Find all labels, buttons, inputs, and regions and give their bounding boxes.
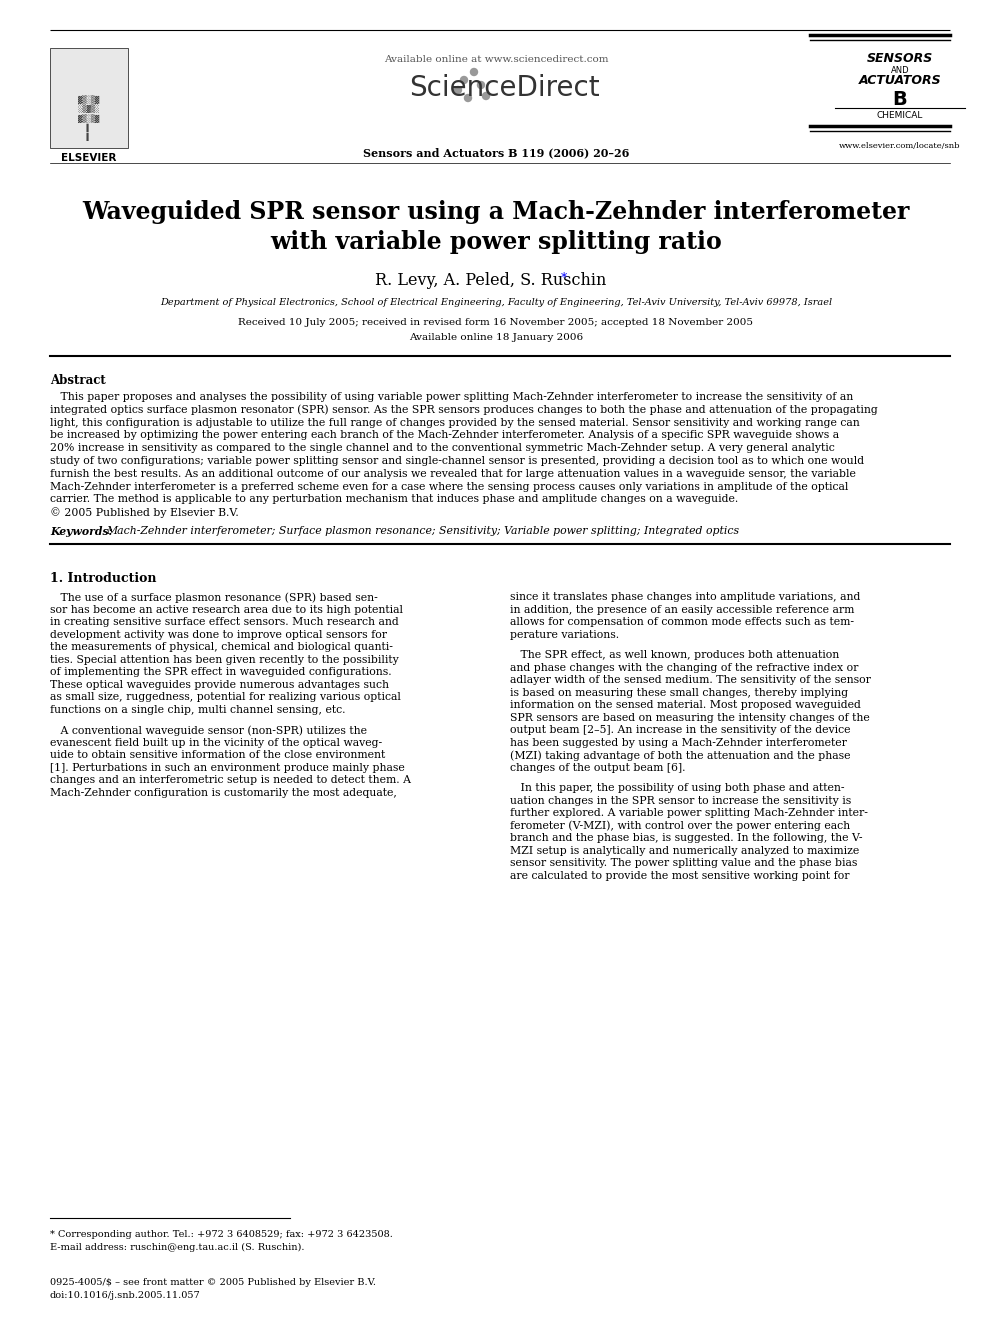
Text: These optical waveguides provide numerous advantages such: These optical waveguides provide numerou…	[50, 680, 389, 689]
Text: Mach-Zehnder configuration is customarily the most adequate,: Mach-Zehnder configuration is customaril…	[50, 787, 397, 798]
Text: © 2005 Published by Elsevier B.V.: © 2005 Published by Elsevier B.V.	[50, 507, 239, 519]
Text: integrated optics surface plasmon resonator (SPR) sensor. As the SPR sensors pro: integrated optics surface plasmon resona…	[50, 405, 878, 415]
Text: Department of Physical Electronics, School of Electrical Engineering, Faculty of: Department of Physical Electronics, Scho…	[160, 298, 832, 307]
Text: Abstract: Abstract	[50, 374, 106, 388]
Circle shape	[464, 94, 471, 102]
Text: 20% increase in sensitivity as compared to the single channel and to the convent: 20% increase in sensitivity as compared …	[50, 443, 834, 454]
Text: with variable power splitting ratio: with variable power splitting ratio	[270, 230, 722, 254]
Circle shape	[477, 82, 484, 89]
Text: Keywords:: Keywords:	[50, 527, 113, 537]
Text: further explored. A variable power splitting Mach-Zehnder inter-: further explored. A variable power split…	[510, 808, 868, 818]
Text: AND: AND	[891, 66, 910, 75]
Text: since it translates phase changes into amplitude variations, and: since it translates phase changes into a…	[510, 591, 860, 602]
Text: has been suggested by using a Mach-Zehnder interferometer: has been suggested by using a Mach-Zehnd…	[510, 737, 847, 747]
Text: in addition, the presence of an easily accessible reference arm: in addition, the presence of an easily a…	[510, 605, 854, 614]
Text: In this paper, the possibility of using both phase and atten-: In this paper, the possibility of using …	[510, 783, 844, 792]
Text: www.elsevier.com/locate/snb: www.elsevier.com/locate/snb	[839, 142, 960, 149]
Text: branch and the phase bias, is suggested. In the following, the V-: branch and the phase bias, is suggested.…	[510, 833, 862, 843]
Text: *: *	[560, 273, 567, 284]
Text: and phase changes with the changing of the refractive index or: and phase changes with the changing of t…	[510, 663, 858, 672]
Text: Mach-Zehnder interferometer is a preferred scheme even for a case where the sens: Mach-Zehnder interferometer is a preferr…	[50, 482, 848, 492]
Text: [1]. Perturbations in such an environment produce mainly phase: [1]. Perturbations in such an environmen…	[50, 762, 405, 773]
Text: light, this configuration is adjustable to utilize the full range of changes pro: light, this configuration is adjustable …	[50, 418, 860, 427]
Text: R. Levy, A. Peled, S. Ruschin: R. Levy, A. Peled, S. Ruschin	[375, 273, 607, 288]
Text: This paper proposes and analyses the possibility of using variable power splitti: This paper proposes and analyses the pos…	[50, 392, 853, 402]
Text: Waveguided SPR sensor using a Mach-Zehnder interferometer: Waveguided SPR sensor using a Mach-Zehnd…	[82, 200, 910, 224]
Text: A conventional waveguide sensor (non-SPR) utilizes the: A conventional waveguide sensor (non-SPR…	[50, 725, 367, 736]
Text: the measurements of physical, chemical and biological quanti-: the measurements of physical, chemical a…	[50, 642, 393, 652]
Text: sor has become an active research area due to its high potential: sor has become an active research area d…	[50, 605, 403, 614]
Circle shape	[460, 77, 467, 83]
Circle shape	[470, 69, 477, 75]
Text: 0925-4005/$ – see front matter © 2005 Published by Elsevier B.V.: 0925-4005/$ – see front matter © 2005 Pu…	[50, 1278, 376, 1287]
Text: uation changes in the SPR sensor to increase the sensitivity is: uation changes in the SPR sensor to incr…	[510, 795, 851, 806]
Circle shape	[482, 93, 489, 99]
Text: be increased by optimizing the power entering each branch of the Mach-Zehnder in: be increased by optimizing the power ent…	[50, 430, 839, 441]
Text: uide to obtain sensitive information of the close environment: uide to obtain sensitive information of …	[50, 750, 385, 759]
Text: sensor sensitivity. The power splitting value and the phase bias: sensor sensitivity. The power splitting …	[510, 859, 857, 868]
Text: as small size, ruggedness, potential for realizing various optical: as small size, ruggedness, potential for…	[50, 692, 401, 703]
Text: changes of the output beam [6].: changes of the output beam [6].	[510, 762, 685, 773]
Text: Received 10 July 2005; received in revised form 16 November 2005; accepted 18 No: Received 10 July 2005; received in revis…	[238, 318, 754, 327]
Text: ties. Special attention has been given recently to the possibility: ties. Special attention has been given r…	[50, 655, 399, 664]
Text: study of two configurations; variable power splitting sensor and single-channel : study of two configurations; variable po…	[50, 456, 864, 466]
Text: ScienceDirect: ScienceDirect	[409, 74, 599, 102]
Text: information on the sensed material. Most proposed waveguided: information on the sensed material. Most…	[510, 700, 861, 710]
Text: furnish the best results. As an additional outcome of our analysis we revealed t: furnish the best results. As an addition…	[50, 468, 856, 479]
Text: functions on a single chip, multi channel sensing, etc.: functions on a single chip, multi channe…	[50, 705, 345, 714]
Text: E-mail address: ruschin@eng.tau.ac.il (S. Ruschin).: E-mail address: ruschin@eng.tau.ac.il (S…	[50, 1244, 305, 1252]
Text: CHEMICAL: CHEMICAL	[877, 111, 924, 120]
Text: allows for compensation of common mode effects such as tem-: allows for compensation of common mode e…	[510, 617, 854, 627]
Text: perature variations.: perature variations.	[510, 630, 619, 639]
Text: carrier. The method is applicable to any perturbation mechanism that induces pha: carrier. The method is applicable to any…	[50, 495, 738, 504]
Circle shape	[454, 86, 461, 94]
Text: ACTUATORS: ACTUATORS	[859, 74, 941, 87]
Text: B: B	[893, 90, 908, 108]
Text: is based on measuring these small changes, thereby implying: is based on measuring these small change…	[510, 688, 848, 697]
Text: doi:10.1016/j.snb.2005.11.057: doi:10.1016/j.snb.2005.11.057	[50, 1291, 200, 1301]
Text: Available online at www.sciencedirect.com: Available online at www.sciencedirect.co…	[384, 56, 608, 64]
Text: (MZI) taking advantage of both the attenuation and the phase: (MZI) taking advantage of both the atten…	[510, 750, 850, 761]
Text: The SPR effect, as well known, produces both attenuation: The SPR effect, as well known, produces …	[510, 650, 839, 660]
Text: 1. Introduction: 1. Introduction	[50, 572, 157, 585]
Text: changes and an interferometric setup is needed to detect them. A: changes and an interferometric setup is …	[50, 775, 411, 785]
Text: The use of a surface plasmon resonance (SPR) based sen-: The use of a surface plasmon resonance (…	[50, 591, 378, 602]
Text: ▓▒░▒▓
░▒▓▒░
▓▒░▒▓
  ▌  
  ▌: ▓▒░▒▓ ░▒▓▒░ ▓▒░▒▓ ▌ ▌	[78, 95, 99, 140]
Text: Sensors and Actuators B 119 (2006) 20–26: Sensors and Actuators B 119 (2006) 20–26	[363, 147, 629, 157]
Text: are calculated to provide the most sensitive working point for: are calculated to provide the most sensi…	[510, 871, 849, 881]
Text: Mach-Zehnder interferometer; Surface plasmon resonance; Sensitivity; Variable po: Mach-Zehnder interferometer; Surface pla…	[106, 527, 739, 536]
Text: output beam [2–5]. An increase in the sensitivity of the device: output beam [2–5]. An increase in the se…	[510, 725, 850, 736]
Text: SENSORS: SENSORS	[867, 52, 933, 65]
Text: ferometer (V-MZI), with control over the power entering each: ferometer (V-MZI), with control over the…	[510, 820, 850, 831]
Text: adlayer width of the sensed medium. The sensitivity of the sensor: adlayer width of the sensed medium. The …	[510, 675, 871, 685]
Text: of implementing the SPR effect in waveguided configurations.: of implementing the SPR effect in wavegu…	[50, 667, 392, 677]
Text: evanescent field built up in the vicinity of the optical waveg-: evanescent field built up in the vicinit…	[50, 737, 382, 747]
Text: Available online 18 January 2006: Available online 18 January 2006	[409, 333, 583, 343]
Bar	[50, 48, 128, 148]
Text: in creating sensitive surface effect sensors. Much research and: in creating sensitive surface effect sen…	[50, 617, 399, 627]
Text: MZI setup is analytically and numerically analyzed to maximize: MZI setup is analytically and numericall…	[510, 845, 859, 856]
Text: development activity was done to improve optical sensors for: development activity was done to improve…	[50, 630, 387, 639]
Text: * Corresponding author. Tel.: +972 3 6408529; fax: +972 3 6423508.: * Corresponding author. Tel.: +972 3 640…	[50, 1230, 393, 1240]
Text: ELSEVIER: ELSEVIER	[62, 153, 117, 163]
Text: SPR sensors are based on measuring the intensity changes of the: SPR sensors are based on measuring the i…	[510, 713, 870, 722]
